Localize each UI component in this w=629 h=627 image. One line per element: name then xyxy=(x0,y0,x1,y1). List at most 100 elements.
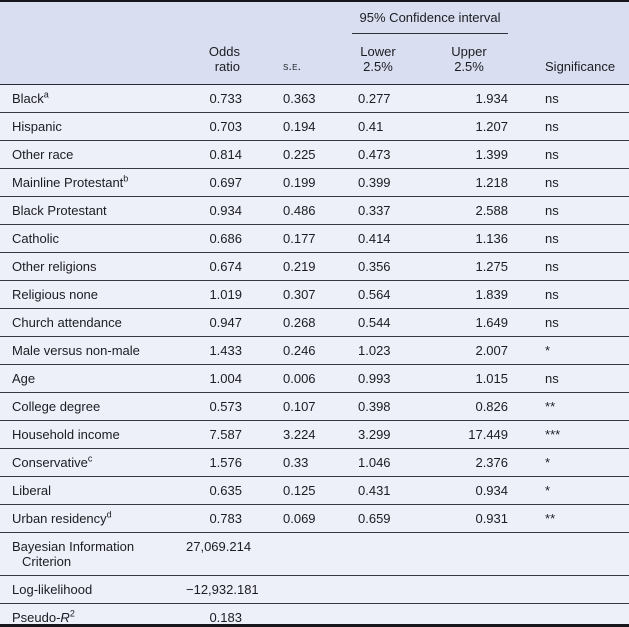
se-cell: 0.006 xyxy=(283,371,316,386)
table-row: Church attendance 0.947 0.268 0.544 1.64… xyxy=(0,308,629,337)
table-row: Other race 0.814 0.225 0.473 1.399 ns xyxy=(0,140,629,169)
se-cell: 0.486 xyxy=(283,203,316,218)
significance-cell: ** xyxy=(545,399,556,414)
upper-cell: 1.015 xyxy=(475,371,509,386)
significance-cell: ns xyxy=(545,147,559,162)
significance-cell: ns xyxy=(545,231,559,246)
footnote-marker: a xyxy=(43,89,49,100)
label-column-header xyxy=(0,34,185,85)
lower-cell: 0.337 xyxy=(358,203,391,218)
row-label: Male versus non-male xyxy=(12,343,140,358)
ci-header-row: 95% Confidence interval xyxy=(0,2,629,34)
row-label: College degree xyxy=(12,399,101,414)
se-cell: 0.177 xyxy=(283,231,316,246)
row-label: Religious none xyxy=(12,287,99,302)
row-label: Log-likelihood xyxy=(12,582,93,597)
lower-cell: 0.41 xyxy=(358,119,384,134)
significance-cell: * xyxy=(545,483,551,498)
se-cell: 0.363 xyxy=(283,91,316,106)
significance-cell: ns xyxy=(545,91,559,106)
row-label: Mainline Protestantb xyxy=(12,173,129,190)
significance-cell: ns xyxy=(545,175,559,190)
upper-cell: 1.934 xyxy=(475,91,509,106)
column-header-row: Odds ratio s.e. Lower 2.5% Upper 2.5% Si… xyxy=(0,34,629,85)
lower-column-header: Lower 2.5% xyxy=(360,44,396,74)
upper-cell: 0.826 xyxy=(475,399,509,414)
bic-value: 27,069.214 xyxy=(186,539,252,554)
table-row: Age 1.004 0.006 0.993 1.015 ns xyxy=(0,364,629,393)
significance-cell: * xyxy=(545,343,551,358)
table-row: Other religions 0.674 0.219 0.356 1.275 … xyxy=(0,252,629,281)
lower-cell: 0.414 xyxy=(358,231,391,246)
row-label: Catholic xyxy=(12,231,59,246)
significance-cell: ns xyxy=(545,203,559,218)
lower-cell: 0.473 xyxy=(358,147,391,162)
se-cell: 0.069 xyxy=(283,511,316,526)
row-label: Liberal xyxy=(12,483,52,498)
lower-cell: 0.399 xyxy=(358,175,391,190)
row-label: Household income xyxy=(12,427,120,442)
significance-cell: ns xyxy=(545,259,559,274)
row-label: Pseudo-R2 xyxy=(12,608,75,625)
upper-cell: 1.218 xyxy=(475,175,509,190)
odds-ratio-column-header: Odds ratio xyxy=(208,44,240,74)
table-row: Urban residencyd 0.783 0.069 0.659 0.931… xyxy=(0,504,629,533)
odds-cell: 1.576 xyxy=(209,455,242,470)
row-label: Other race xyxy=(12,147,74,162)
table-header: 95% Confidence interval Odds ratio s.e. … xyxy=(0,2,629,85)
lower-cell: 0.993 xyxy=(358,371,391,386)
lower-cell: 0.431 xyxy=(358,483,391,498)
table-row: Conservativec 1.576 0.33 1.046 2.376 * xyxy=(0,448,629,477)
footnote-marker: b xyxy=(123,173,129,184)
table-row: Hispanic 0.703 0.194 0.41 1.207 ns xyxy=(0,112,629,141)
row-label: Hispanic xyxy=(12,119,62,134)
table-row: College degree 0.573 0.107 0.398 0.826 *… xyxy=(0,392,629,421)
odds-cell: 0.783 xyxy=(209,511,242,526)
log-likelihood-row: Log-likelihood −12,932.181 xyxy=(0,575,629,604)
pseudo-r2-value: 0.183 xyxy=(209,610,242,625)
odds-cell: 0.573 xyxy=(209,399,242,414)
bic-row: Bayesian Information Criterion 27,069.21… xyxy=(0,532,629,576)
lower-cell: 1.023 xyxy=(358,343,391,358)
ci-header-label: 95% Confidence interval xyxy=(352,10,509,34)
table-row: Catholic 0.686 0.177 0.414 1.136 ns xyxy=(0,224,629,253)
se-cell: 0.194 xyxy=(283,119,316,134)
odds-cell: 1.019 xyxy=(209,287,242,302)
table-body: Blacka 0.733 0.363 0.277 1.934 ns Hispan… xyxy=(0,84,629,625)
lower-cell: 0.564 xyxy=(358,287,391,302)
upper-cell: 1.275 xyxy=(475,259,509,274)
upper-cell: 2.588 xyxy=(475,203,509,218)
upper-cell: 0.934 xyxy=(475,483,509,498)
footnote-marker: d xyxy=(106,509,112,520)
significance-column-header: Significance xyxy=(545,59,616,74)
table-row: Liberal 0.635 0.125 0.431 0.934 * xyxy=(0,476,629,505)
upper-cell: 2.376 xyxy=(475,455,509,470)
upper-cell: 1.839 xyxy=(475,287,509,302)
lower-cell: 0.544 xyxy=(358,315,391,330)
se-cell: 3.224 xyxy=(283,427,316,442)
significance-cell: ns xyxy=(545,119,559,134)
table-row: Household income 7.587 3.224 3.299 17.44… xyxy=(0,420,629,449)
table-row: Religious none 1.019 0.307 0.564 1.839 n… xyxy=(0,280,629,309)
table-row: Mainline Protestantb 0.697 0.199 0.399 1… xyxy=(0,168,629,197)
row-label: Urban residencyd xyxy=(12,509,112,526)
upper-cell: 1.649 xyxy=(475,315,509,330)
row-label: Church attendance xyxy=(12,315,122,330)
se-cell: 0.199 xyxy=(283,175,316,190)
lower-cell: 0.356 xyxy=(358,259,391,274)
se-cell: 0.246 xyxy=(283,343,316,358)
upper-cell: 0.931 xyxy=(475,511,509,526)
odds-cell: 0.703 xyxy=(209,119,242,134)
table-row: Male versus non-male 1.433 0.246 1.023 2… xyxy=(0,336,629,365)
log-likelihood-value: −12,932.181 xyxy=(186,582,259,597)
se-cell: 0.219 xyxy=(283,259,316,274)
row-label: Age xyxy=(12,371,36,386)
se-column-header: s.e. xyxy=(283,59,302,73)
se-cell: 0.125 xyxy=(283,483,316,498)
odds-cell: 7.587 xyxy=(209,427,242,442)
odds-cell: 1.433 xyxy=(209,343,242,358)
odds-cell: 0.635 xyxy=(209,483,242,498)
lower-cell: 3.299 xyxy=(358,427,391,442)
